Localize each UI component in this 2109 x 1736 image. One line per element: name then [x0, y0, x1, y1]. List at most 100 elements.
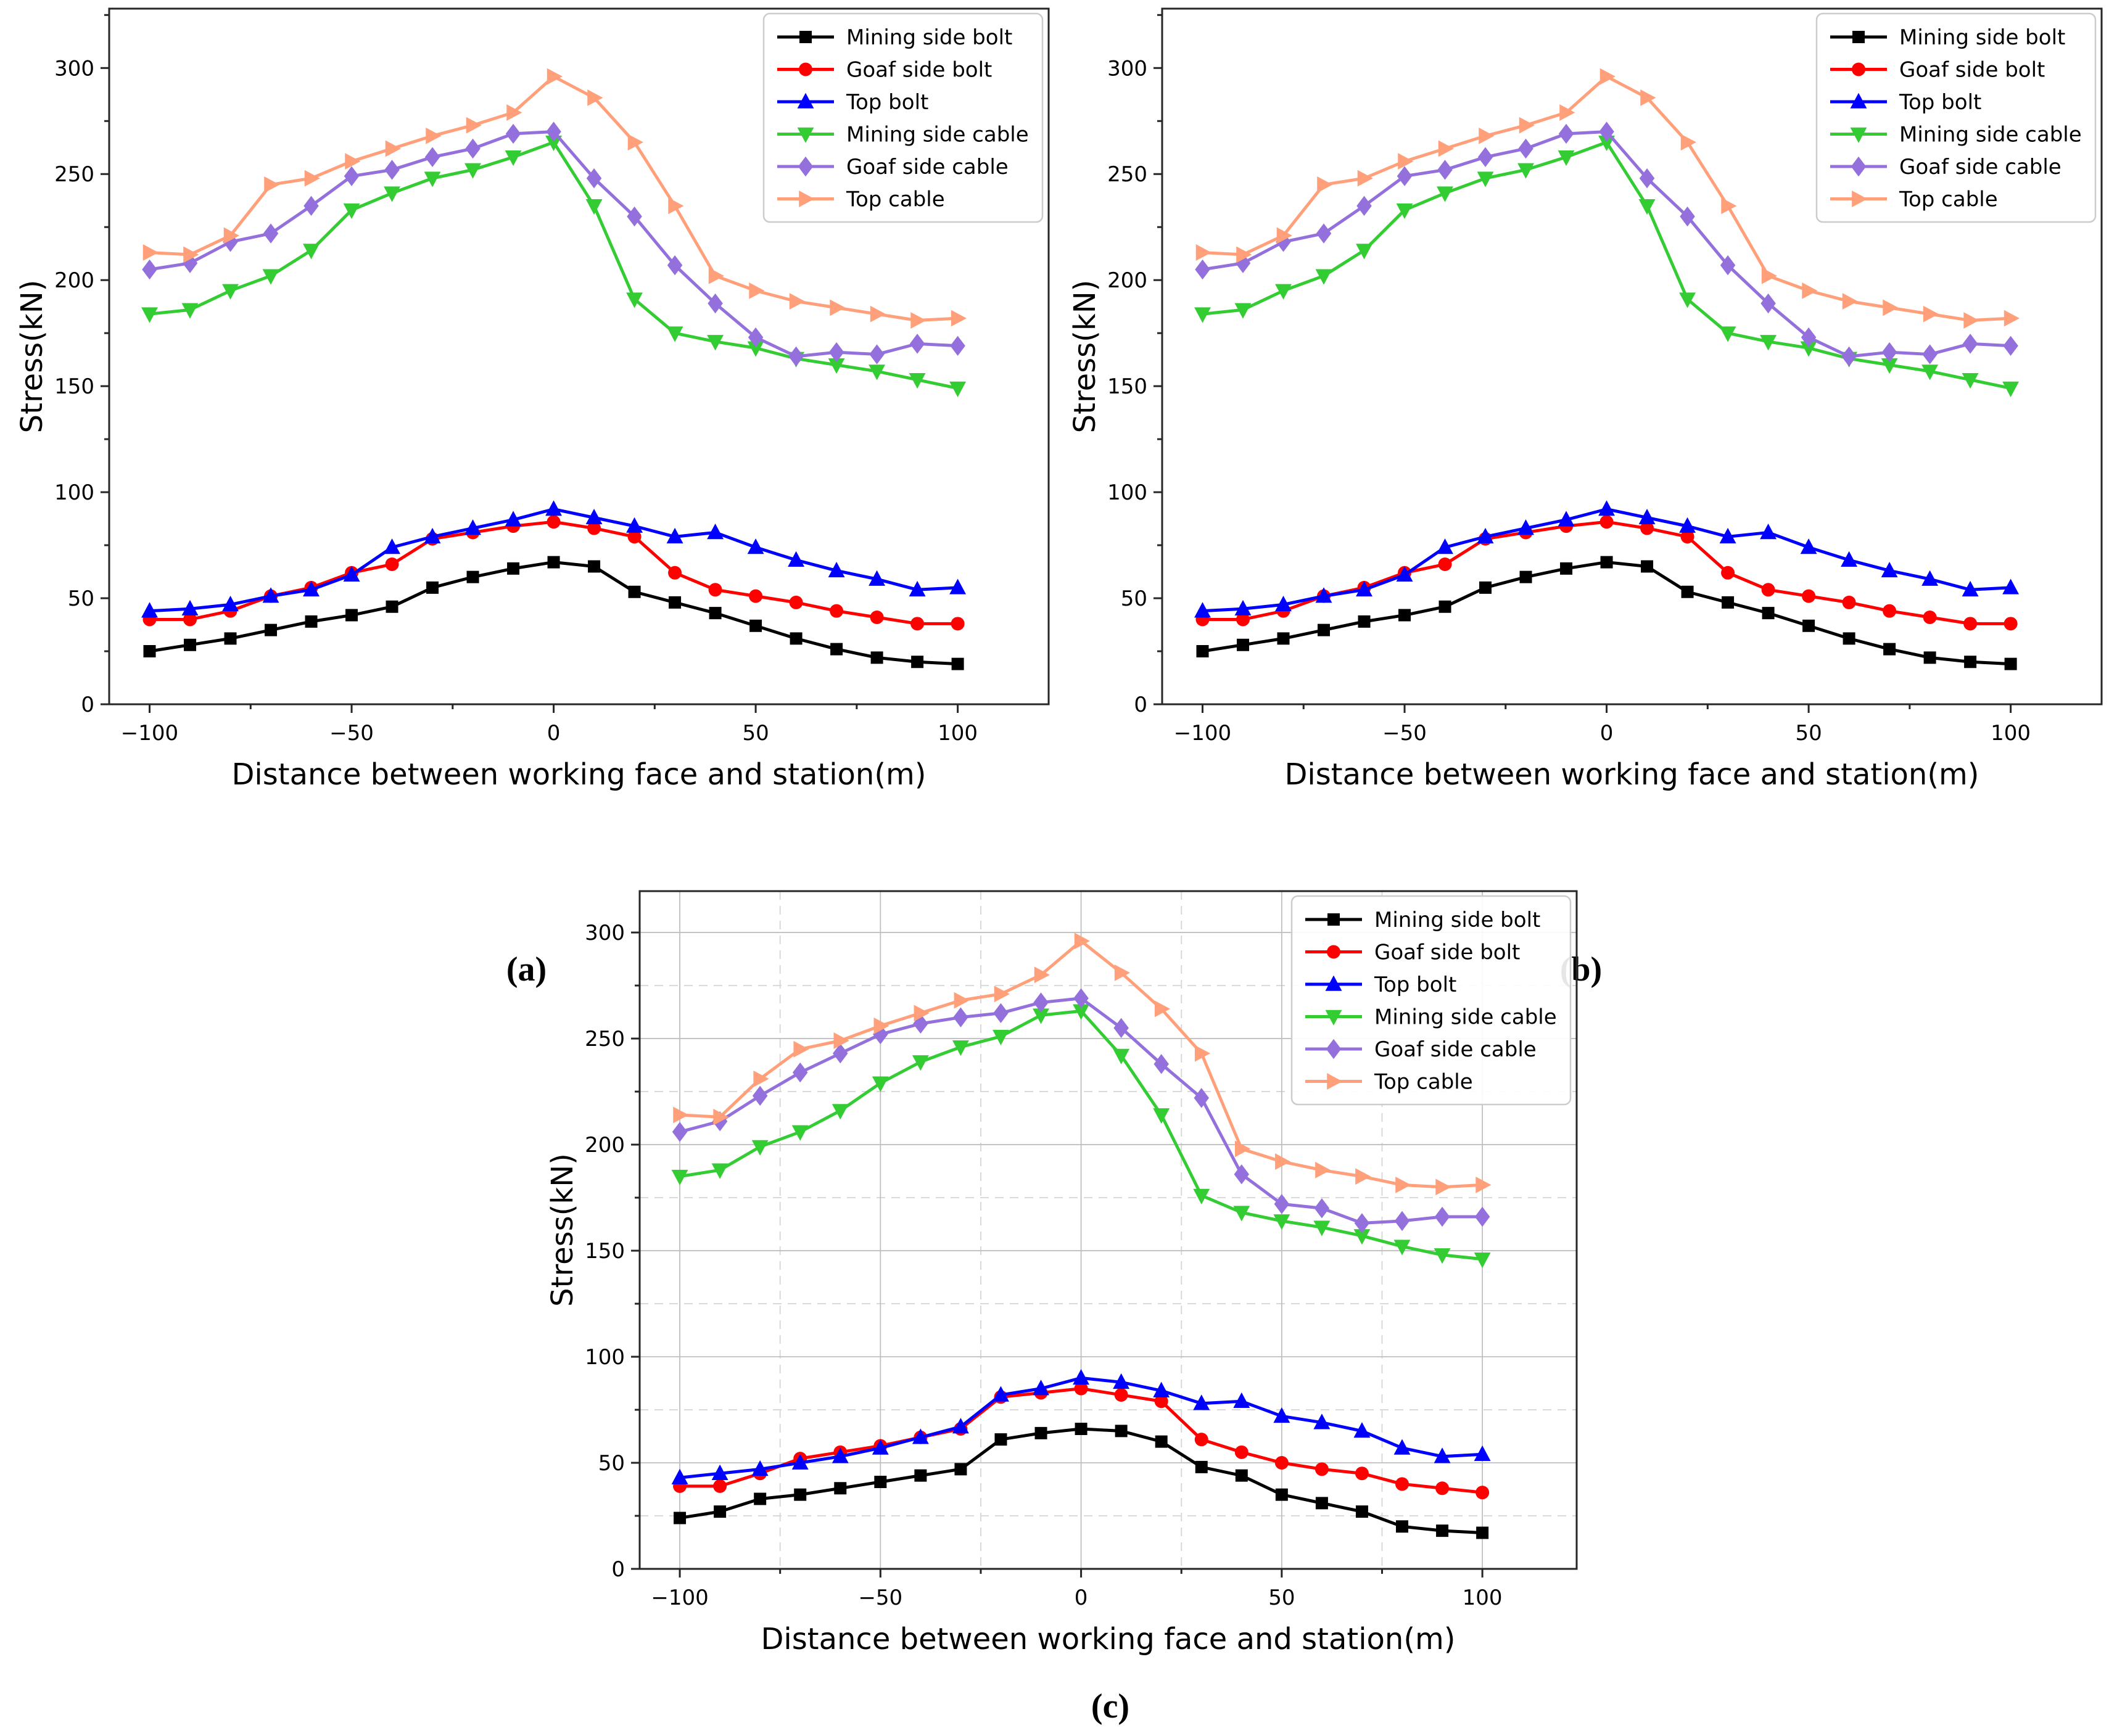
legend-item-top-cable: Top cable: [1305, 1070, 1473, 1095]
svg-text:−50: −50: [858, 1586, 902, 1610]
legend-item-top-bolt: Top bolt: [1830, 90, 1981, 115]
legend-item-goaf-side-cable: Goaf side cable: [1305, 1037, 1537, 1062]
legend-item-goaf-side-bolt: Goaf side bolt: [777, 58, 992, 83]
legend-item-goaf-side-bolt: Goaf side bolt: [1830, 58, 2045, 83]
y-tick-labels: 0 50 100 150 200 250 300: [54, 56, 94, 717]
caption-c: (c): [1091, 1687, 1130, 1726]
plot-frame: [1161, 7, 2103, 706]
legend-item-mining-side-cable: Mining side cable: [1305, 1005, 1557, 1030]
svg-text:250: 250: [1107, 162, 1147, 187]
x-tick-labels: −100 −50 0 50 100: [651, 1586, 1502, 1610]
legend-item-mining-side-bolt: Mining side bolt: [1305, 908, 1540, 932]
x-axis-label: Distance between working face and statio…: [761, 1622, 1455, 1656]
svg-text:250: 250: [54, 162, 94, 187]
svg-text:−100: −100: [651, 1586, 708, 1610]
plot-frame: [108, 7, 1050, 706]
legend-item-goaf-side-cable: Goaf side cable: [1830, 155, 2062, 179]
legend-label: Top cable: [846, 187, 945, 212]
legend-label: Goaf side cable: [846, 155, 1009, 179]
svg-text:50: 50: [742, 721, 769, 746]
legend: Mining side bolt Goaf side bolt Top bolt Mi…: [1815, 12, 2097, 223]
series-top-bolt: [141, 500, 967, 618]
chart-c-canvas: −100 −50 0 50 100 0 50 100 150 200 250 300 Distance …: [530, 868, 1690, 1689]
svg-text:50: 50: [1795, 721, 1822, 746]
series-mining-side-bolt: [674, 1422, 1489, 1539]
svg-text:100: 100: [54, 480, 94, 505]
legend-label: Goaf side cable: [1899, 155, 2062, 179]
legend: Mining side bolt Goaf side bolt Top bolt Mi…: [762, 12, 1044, 223]
legend-label: Mining side bolt: [846, 25, 1012, 50]
series-top-cable: [1195, 68, 2020, 329]
x-tick-labels: −100 −50 0 50 100: [121, 721, 978, 746]
chart-a-figure: −100 −50 0 50 100 0 50 100 150 200 250 300 Distance …: [15, 7, 1050, 792]
svg-text:0: 0: [1600, 721, 1614, 746]
axis-ticks: [1154, 14, 2012, 713]
legend-label: Top bolt: [1899, 90, 1981, 115]
series-goaf-side-bolt: [142, 515, 965, 631]
svg-text:−100: −100: [121, 721, 178, 746]
svg-text:150: 150: [54, 374, 94, 399]
svg-text:300: 300: [585, 921, 625, 945]
svg-text:0: 0: [547, 721, 561, 746]
chart-a-canvas: −100 −50 0 50 100 0 50 100 150 200 250 300 Distance …: [0, 0, 1056, 870]
svg-text:−50: −50: [1382, 721, 1427, 746]
legend-label: Top bolt: [1374, 973, 1456, 997]
series-top-cable: [673, 932, 1492, 1196]
y-axis-label: Stress(kN): [545, 1153, 580, 1307]
legend-item-top-cable: Top cable: [777, 187, 945, 212]
legend-label: Mining side cable: [846, 123, 1029, 147]
x-tick-labels: −100 −50 0 50 100: [1174, 721, 2031, 746]
svg-text:50: 50: [1121, 586, 1147, 611]
legend-label: Goaf side bolt: [846, 58, 992, 83]
chart-c-figure: −100 −50 0 50 100 0 50 100 150 200 250 300 Distance …: [545, 890, 1578, 1656]
legend-label: Top cable: [1374, 1070, 1473, 1095]
svg-text:100: 100: [585, 1345, 625, 1370]
series-top-bolt: [671, 1369, 1491, 1484]
legend-item-goaf-side-cable: Goaf side cable: [777, 155, 1009, 179]
svg-text:50: 50: [1268, 1586, 1295, 1610]
svg-text:100: 100: [938, 721, 978, 746]
svg-text:300: 300: [1107, 56, 1147, 81]
y-tick-labels: 0 50 100 150 200 250 300: [1107, 56, 1147, 717]
svg-text:150: 150: [585, 1239, 625, 1264]
x-axis-label: Distance between working face and statio…: [1284, 757, 1979, 792]
svg-text:200: 200: [585, 1133, 625, 1158]
legend: Mining side bolt Goaf side bolt Top bolt Mi…: [1290, 895, 1572, 1106]
series-mining-side-bolt: [143, 556, 964, 670]
svg-text:50: 50: [68, 586, 94, 611]
legend-item-top-bolt: Top bolt: [1305, 973, 1456, 997]
legend-item-mining-side-cable: Mining side cable: [777, 123, 1029, 147]
legend-item-mining-side-bolt: Mining side bolt: [777, 25, 1012, 50]
plot-frame: [638, 890, 1578, 1570]
chart-b-canvas: −100 −50 0 50 100 0 50 100 150 200 250 300 Distance …: [1053, 0, 2109, 870]
legend-item-top-cable: Top cable: [1830, 187, 1998, 212]
legend-item-mining-side-cable: Mining side cable: [1830, 123, 2082, 147]
y-axis-label: Stress(kN): [1068, 280, 1102, 434]
legend-label: Mining side bolt: [1899, 25, 2065, 50]
legend-label: Goaf side cable: [1374, 1037, 1537, 1062]
svg-text:300: 300: [54, 56, 94, 81]
svg-text:150: 150: [1107, 374, 1147, 399]
legend-label: Top bolt: [846, 90, 928, 115]
caption-a: (a): [506, 950, 547, 989]
legend-item-goaf-side-bolt: Goaf side bolt: [1305, 940, 1520, 965]
svg-text:0: 0: [611, 1557, 625, 1582]
svg-text:100: 100: [1991, 721, 2031, 746]
series-mining-side-cable: [671, 1004, 1491, 1269]
legend-item-mining-side-bolt: Mining side bolt: [1830, 25, 2065, 50]
svg-text:200: 200: [1107, 268, 1147, 293]
series-top-cable: [142, 68, 967, 329]
svg-text:100: 100: [1463, 1586, 1503, 1610]
legend-label: Mining side bolt: [1374, 908, 1540, 932]
legend-label: Mining side cable: [1374, 1005, 1557, 1030]
x-axis-label: Distance between working face and statio…: [231, 757, 926, 792]
y-tick-labels: 0 50 100 150 200 250 300: [585, 921, 625, 1582]
chart-b-figure: −100 −50 0 50 100 0 50 100 150 200 250 300 Distance …: [1068, 7, 2103, 792]
svg-text:250: 250: [585, 1027, 625, 1051]
legend-label: Goaf side bolt: [1374, 940, 1520, 965]
svg-text:50: 50: [598, 1451, 625, 1476]
legend-label: Top cable: [1899, 187, 1998, 212]
svg-text:0: 0: [81, 693, 94, 717]
svg-text:100: 100: [1107, 480, 1147, 505]
y-axis-label: Stress(kN): [15, 280, 49, 434]
